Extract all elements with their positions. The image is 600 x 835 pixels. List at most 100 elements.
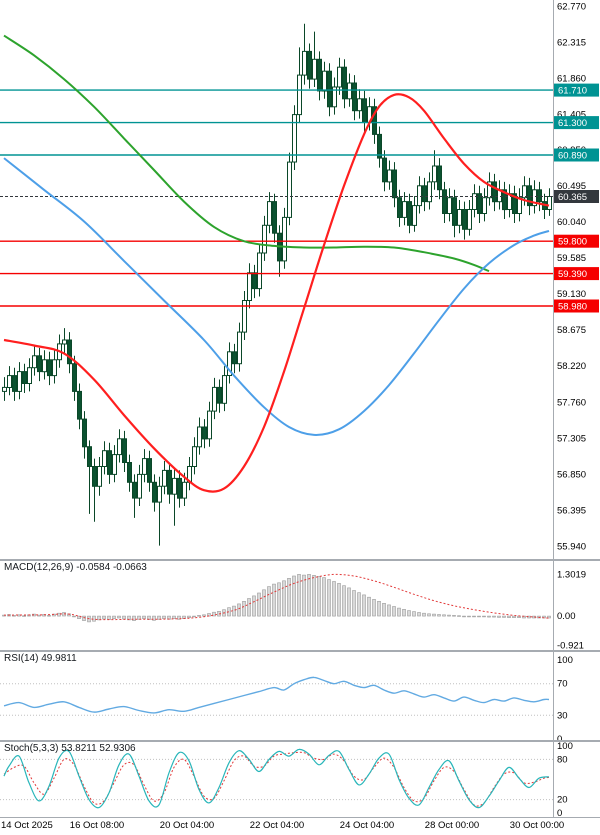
macd-histogram-bar	[297, 574, 301, 617]
candle-body	[137, 473, 142, 499]
candle-body	[397, 197, 402, 218]
candle-body	[337, 66, 342, 88]
candle-body	[417, 185, 422, 207]
macd-histogram-bar	[37, 614, 41, 617]
candle-body	[212, 386, 217, 412]
candle-body	[372, 106, 377, 135]
macd-histogram-bar	[392, 606, 396, 617]
candle-body	[432, 165, 437, 183]
time-label: 30 Oct 00:00	[509, 820, 565, 831]
candlestick-chart[interactable]: 62.77062.31561.86061.40560.95060.49560.0…	[0, 0, 600, 559]
candle-body	[522, 185, 527, 199]
macd-histogram-bar	[417, 612, 421, 617]
candle-body	[247, 272, 252, 301]
macd-histogram-bar	[177, 615, 181, 620]
candlesticks	[2, 23, 552, 546]
axis-tick-label: 58.675	[557, 325, 586, 336]
axis-tick-label: 62.315	[557, 37, 586, 48]
macd-histogram-bar	[197, 615, 201, 617]
axis-background	[553, 561, 600, 650]
macd-histogram-bar	[437, 614, 441, 617]
macd-signal-line	[3, 573, 550, 621]
candle-body	[2, 386, 7, 392]
price-line-label-box[interactable]	[554, 190, 599, 203]
macd-histogram-bar	[72, 615, 76, 618]
axis-tick-label: 56.395	[557, 505, 586, 516]
macd-histogram-bar	[252, 595, 256, 617]
stoch-k-line	[3, 748, 550, 809]
candle-body	[332, 86, 337, 108]
candle-body	[477, 193, 482, 214]
candle-body	[167, 469, 172, 495]
candle-body	[312, 58, 317, 80]
candle-body	[27, 367, 32, 385]
macd-histogram-bar	[122, 615, 126, 620]
axis-tick-label: 0	[557, 734, 562, 740]
candle-body	[32, 355, 37, 369]
macd-histogram-bar	[507, 615, 511, 618]
macd-histogram-bar	[47, 615, 51, 617]
candle-body	[152, 481, 157, 503]
candle-body	[132, 481, 137, 499]
candle-body	[327, 70, 332, 108]
macd-histogram-bar	[117, 615, 121, 619]
candle-body	[287, 161, 292, 218]
axis-tick-label: 100	[557, 655, 573, 666]
candle-body	[547, 196, 552, 210]
price-line-label-box[interactable]	[554, 148, 599, 162]
stoch-header: Stoch(5,3,3) 53.8211 52.9306	[4, 743, 136, 754]
stochastic-chart[interactable]: 100 80 20 0	[0, 742, 600, 817]
candle-body	[112, 454, 117, 475]
ma-blue-line	[3, 157, 550, 436]
candle-body	[437, 165, 442, 191]
price-line-label-box[interactable]	[554, 234, 599, 248]
axis-tick-label: 80	[557, 754, 568, 765]
macd-histogram-bar	[137, 615, 141, 620]
macd-chart[interactable]: 1.3019 0.00 -0.921	[0, 561, 600, 650]
axis-tick-label: 1.3019	[557, 569, 586, 580]
axis-tick-label: -0.921	[557, 641, 584, 650]
macd-histogram-bar	[307, 574, 311, 617]
macd-histogram-bar	[312, 575, 316, 617]
candle-body	[352, 82, 357, 112]
macd-histogram-bar	[487, 615, 491, 618]
macd-histogram-bar	[57, 612, 61, 617]
price-line-label-box[interactable]	[554, 116, 599, 130]
macd-histogram-bar	[412, 611, 416, 617]
axis-tick-label: 20	[557, 795, 568, 806]
price-line-label-box[interactable]	[554, 83, 599, 97]
macd-histogram-bar	[402, 608, 406, 617]
rsi-chart[interactable]: 100 70 30 0	[0, 652, 600, 740]
price-line-label-box[interactable]	[554, 299, 599, 313]
macd-histogram-bar	[187, 615, 191, 618]
axis-tick-label: 100	[557, 742, 573, 752]
macd-histogram-bar	[527, 615, 531, 619]
candle-body	[512, 193, 517, 214]
time-label: 16 Oct 08:00	[69, 820, 125, 831]
candle-body	[147, 458, 152, 483]
candle-body	[122, 438, 127, 463]
candle-body	[297, 74, 302, 116]
macd-histogram-bar	[232, 605, 236, 617]
macd-histogram-bar	[347, 587, 351, 617]
candle-body	[162, 469, 167, 487]
candle-body	[467, 209, 472, 230]
stoch-pane: Stoch(5,3,3) 53.8211 52.9306 100 80 20 0	[0, 740, 600, 817]
macd-histogram-bar	[442, 614, 446, 617]
axis-tick-label: 61.405	[557, 109, 586, 120]
macd-histogram-bar	[377, 600, 381, 617]
macd-histogram-bar	[22, 615, 26, 617]
candle-body	[47, 359, 52, 377]
macd-histogram-bar	[422, 612, 426, 617]
candle-body	[457, 209, 462, 226]
ma-red-line	[3, 93, 550, 493]
axis-tick-label: 0.00	[557, 611, 576, 622]
macd-histogram-bar	[467, 615, 471, 618]
price-line-label-box[interactable]	[554, 267, 599, 281]
macd-histogram-bar	[327, 579, 331, 617]
candle-body	[97, 466, 102, 487]
candle-body	[262, 224, 267, 254]
candle-body	[217, 386, 222, 404]
candle-body	[232, 351, 237, 365]
macd-histogram-bar	[97, 615, 101, 621]
